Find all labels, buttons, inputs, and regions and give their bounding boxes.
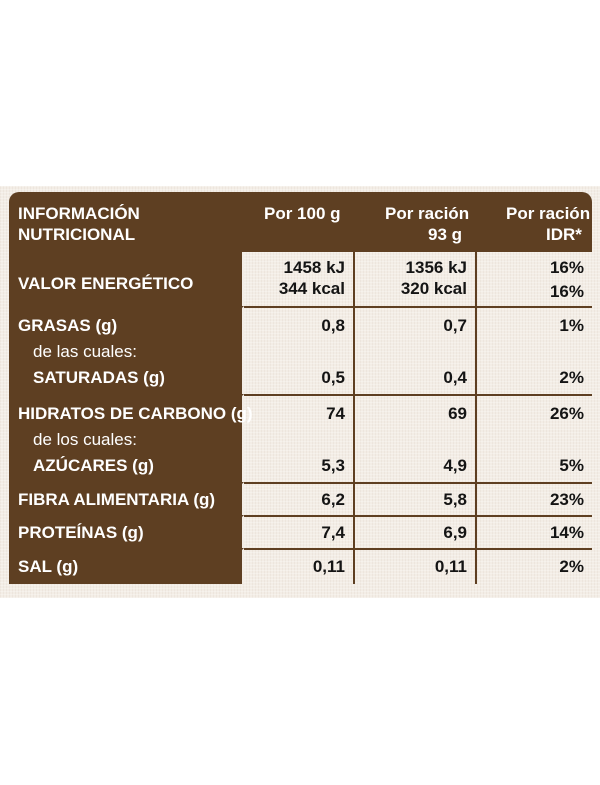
header-col-per100: Por 100 g <box>264 204 341 223</box>
value-fibra-racion: 5,8 <box>443 490 467 509</box>
cell-grasas-idr: 1% 2% <box>477 306 592 394</box>
value-azucares-racion: 4,9 <box>443 456 467 475</box>
cell-grasas-100: 0,8 0,5 <box>244 306 355 394</box>
label-hidratos-sub: de los cuales: <box>33 430 137 449</box>
value-saturadas-100: 0,5 <box>321 368 345 387</box>
cell-energia-100: 1458 kJ 344 kcal <box>244 252 355 306</box>
value-saturadas-racion: 0,4 <box>443 368 467 387</box>
cell-hidratos-idr: 26% 5% <box>477 394 592 482</box>
table-header: INFORMACIÓN NUTRICIONAL Por 100 g Por ra… <box>9 192 592 252</box>
cell-fibra-100: 6,2 <box>244 482 355 515</box>
value-energia-idr-2: 16% <box>549 282 584 301</box>
header-col-idr-line1: Por ración <box>506 204 591 223</box>
row-label-hidratos: HIDRATOS DE CARBONO (g) de los cuales: A… <box>9 394 253 482</box>
header-col-idr-line2: IDR* <box>546 225 582 244</box>
label-grasas: GRASAS (g) <box>18 316 118 335</box>
cell-sal-100: 0,11 <box>244 548 355 584</box>
row-label-fibra: FIBRA ALIMENTARIA (g) <box>9 482 244 515</box>
value-energia-kj-racion: 1356 kJ <box>405 258 467 277</box>
cell-sal-idr: 2% <box>477 548 592 584</box>
value-sal-idr: 2% <box>559 557 584 576</box>
cell-fibra-racion: 5,8 <box>355 482 477 515</box>
header-col-racion-line1: Por ración <box>385 204 470 223</box>
nutrition-table: INFORMACIÓN NUTRICIONAL Por 100 g Por ra… <box>9 192 592 584</box>
header-col-racion-line2: 93 g <box>428 225 463 244</box>
value-hidratos-racion: 69 <box>448 404 467 423</box>
label-fibra: FIBRA ALIMENTARIA (g) <box>18 490 216 509</box>
nutrition-panel: INFORMACIÓN NUTRICIONAL Por 100 g Por ra… <box>0 186 600 598</box>
row-label-energia: VALOR ENERGÉTICO <box>9 252 244 306</box>
value-grasas-idr: 1% <box>559 316 584 335</box>
value-grasas-100: 0,8 <box>321 316 345 335</box>
value-energia-idr-1: 16% <box>549 258 584 277</box>
header-title-line1: INFORMACIÓN <box>18 204 140 223</box>
label-valor-energetico: VALOR ENERGÉTICO <box>18 274 194 293</box>
value-hidratos-100: 74 <box>326 404 345 423</box>
cell-hidratos-racion: 69 4,9 <box>355 394 477 482</box>
cell-proteinas-idr: 14% <box>477 515 592 548</box>
label-hidratos: HIDRATOS DE CARBONO (g) <box>18 404 253 423</box>
row-label-grasas: GRASAS (g) de las cuales: SATURADAS (g) <box>9 306 244 394</box>
header-title-line2: NUTRICIONAL <box>18 225 136 244</box>
value-azucares-100: 5,3 <box>321 456 345 475</box>
row-label-proteinas: PROTEÍNAS (g) <box>9 515 244 548</box>
value-grasas-racion: 0,7 <box>443 316 467 335</box>
value-saturadas-idr: 2% <box>559 368 584 387</box>
cell-proteinas-racion: 6,9 <box>355 515 477 548</box>
value-fibra-idr: 23% <box>549 490 584 509</box>
value-fibra-100: 6,2 <box>321 490 345 509</box>
cell-energia-idr: 16% 16% <box>477 252 592 306</box>
value-sal-racion: 0,11 <box>434 557 467 576</box>
value-azucares-idr: 5% <box>559 456 584 475</box>
cell-fibra-idr: 23% <box>477 482 592 515</box>
row-label-sal: SAL (g) <box>9 548 244 584</box>
cell-energia-racion: 1356 kJ 320 kcal <box>355 252 477 306</box>
value-energia-kcal-100: 344 kcal <box>278 279 345 298</box>
value-hidratos-idr: 26% <box>549 404 584 423</box>
label-proteinas: PROTEÍNAS (g) <box>18 523 144 542</box>
cell-grasas-racion: 0,7 0,4 <box>355 306 477 394</box>
cell-sal-racion: 0,11 <box>355 548 477 584</box>
value-proteinas-100: 7,4 <box>321 523 345 542</box>
label-grasas-sub: de las cuales: <box>33 342 137 361</box>
label-saturadas: SATURADAS (g) <box>33 368 165 387</box>
label-azucares: AZÚCARES (g) <box>33 456 154 475</box>
value-proteinas-racion: 6,9 <box>443 523 467 542</box>
cell-hidratos-100: 74 5,3 <box>244 394 355 482</box>
cell-proteinas-100: 7,4 <box>244 515 355 548</box>
value-energia-kcal-racion: 320 kcal <box>400 279 467 298</box>
value-sal-100: 0,11 <box>312 557 345 576</box>
label-sal: SAL (g) <box>18 557 79 576</box>
value-proteinas-idr: 14% <box>549 523 584 542</box>
value-energia-kj-100: 1458 kJ <box>283 258 345 277</box>
